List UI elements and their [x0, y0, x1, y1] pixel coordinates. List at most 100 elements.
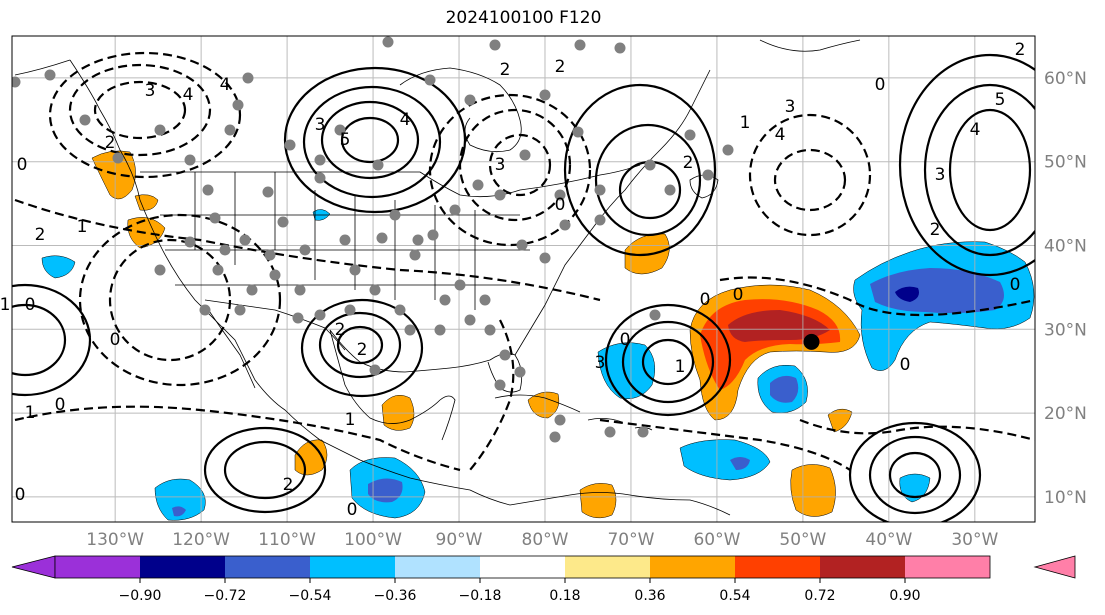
lon-tick-label: 80°W	[522, 530, 569, 550]
colorbar-bin	[140, 556, 225, 578]
lon-tick-label: 130°W	[86, 530, 144, 550]
coast-hudson	[399, 67, 522, 153]
coast-baja	[204, 304, 256, 389]
colorbar-bin	[395, 556, 480, 578]
contour-neg-45w-1	[773, 148, 847, 212]
station-points	[12, 36, 734, 443]
coast-na-west	[69, 59, 511, 506]
contour-value-label: 3	[315, 115, 326, 135]
contour-pos-62w-1	[641, 338, 695, 386]
contour-value-label: 0	[555, 195, 566, 215]
contour-value-label: 5	[340, 130, 351, 150]
longitude-labels: 130°W 120°W 110°W 100°W 90°W 80°W 70°W 60°W 50°W…	[86, 530, 998, 550]
colorbar-bin	[310, 556, 395, 578]
station-dot	[464, 314, 476, 326]
colorbar-bin	[480, 556, 565, 578]
station-dot	[269, 269, 281, 281]
station-dot	[549, 431, 561, 443]
contour-value-label: 2	[683, 153, 694, 173]
shade-orange-45w	[790, 464, 836, 517]
station-dot	[242, 72, 254, 84]
colorbar-bin	[905, 556, 990, 578]
station-dot	[637, 426, 649, 438]
contour-value-label: 0	[700, 290, 711, 310]
coast-greenland	[759, 39, 861, 52]
contour-pos-can-1	[340, 116, 400, 164]
contour-value-label: 0	[733, 285, 744, 305]
colorbar-bin	[820, 556, 905, 578]
station-dot	[154, 264, 166, 276]
contour-zero-5	[799, 418, 1035, 442]
border-us-can	[140, 164, 641, 198]
colorbar-tick-label: 0.36	[634, 588, 665, 604]
contour-zero-4	[719, 276, 1035, 317]
station-dot	[439, 294, 451, 306]
station-dot	[449, 204, 461, 216]
station-dot	[454, 279, 466, 291]
contour-pos-62w-2	[621, 320, 715, 404]
colorbar: −0.90 −0.72 −0.54 −0.36 −0.18 0.18 0.36 0.54 0.7…	[11, 555, 1076, 604]
anomaly-shading	[41, 150, 1035, 521]
station-dot	[199, 304, 211, 316]
contour-value-label: 1	[0, 295, 10, 315]
station-dot	[239, 234, 251, 246]
station-dot	[369, 364, 381, 376]
shade-orange-nw3	[134, 194, 159, 211]
station-dot	[684, 129, 696, 141]
contour-value-label: 0	[110, 330, 121, 350]
station-dot	[434, 324, 446, 336]
station-dot	[369, 284, 381, 296]
contour-pos-se-3	[848, 421, 982, 522]
contour-value-label: 4	[400, 110, 411, 130]
contour-value-label: 0	[15, 485, 26, 505]
station-dot	[424, 74, 436, 86]
contour-value-label: 4	[775, 125, 786, 145]
station-dot	[219, 244, 231, 256]
shade-blue-carib-inner	[730, 457, 750, 470]
station-dot	[494, 189, 506, 201]
contour-neg-nw-1	[93, 80, 187, 140]
colorbar-bin	[565, 556, 650, 578]
lon-tick-label: 30°W	[951, 530, 998, 550]
station-dot	[644, 159, 656, 171]
colorbar-tick-label: 0.72	[804, 588, 835, 604]
station-dot	[184, 154, 196, 166]
station-dot	[232, 99, 244, 111]
colorbar-tick-label: −0.36	[374, 588, 417, 604]
station-dot	[209, 212, 221, 224]
lon-tick-label: 100°W	[344, 530, 402, 550]
station-dot	[314, 154, 326, 166]
shade-blue-w	[41, 255, 76, 279]
contour-value-label: 2	[35, 225, 46, 245]
station-dot	[79, 114, 91, 126]
colorbar-tick-label: 0.54	[719, 588, 750, 604]
contour-pos-gulf-2	[318, 311, 402, 379]
storm-center-marker	[803, 333, 820, 350]
contour-neg-45w-2	[748, 113, 872, 237]
lon-tick-label: 40°W	[865, 530, 912, 550]
contour-pos-lab-2	[594, 123, 702, 237]
contour-value-label: 0	[900, 355, 911, 375]
shade-blue-epac2-inner	[172, 506, 186, 517]
contour-value-label: 3	[595, 353, 606, 373]
station-dot	[112, 152, 124, 164]
station-dot	[519, 149, 531, 161]
lon-tick-label: 70°W	[607, 530, 654, 550]
contour-value-label: 1	[77, 217, 88, 237]
contour-pos-ne-2	[923, 83, 1035, 257]
colorbar-tick-label: −0.54	[289, 588, 332, 604]
contour-value-label: 0	[1010, 275, 1021, 295]
station-dot	[479, 294, 491, 306]
contour-value-label: 3	[145, 81, 156, 101]
station-dot	[614, 42, 626, 54]
lat-tick-label: 60°N	[1044, 69, 1087, 89]
contour-value-label: 0	[55, 395, 66, 415]
colorbar-bin	[735, 556, 820, 578]
station-dot	[494, 379, 506, 391]
station-dot	[722, 144, 734, 156]
lat-tick-label: 30°N	[1044, 320, 1087, 340]
contour-pos-lab-3	[563, 83, 717, 257]
station-dot	[184, 236, 196, 248]
station-dot	[389, 209, 401, 221]
contour-pos-ne-3	[898, 53, 1035, 277]
